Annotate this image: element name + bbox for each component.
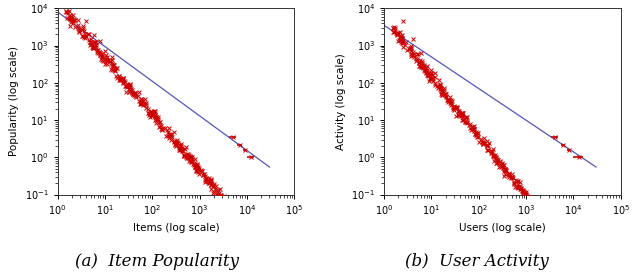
Text: (a)  Item Popularity: (a) Item Popularity	[75, 253, 239, 270]
X-axis label: Items (log scale): Items (log scale)	[132, 223, 220, 233]
Text: (b)  User Activity: (b) User Activity	[405, 253, 548, 270]
X-axis label: Users (log scale): Users (log scale)	[459, 223, 546, 233]
Y-axis label: Popularity (log scale): Popularity (log scale)	[9, 46, 19, 157]
Y-axis label: Activity (log scale): Activity (log scale)	[336, 53, 346, 150]
